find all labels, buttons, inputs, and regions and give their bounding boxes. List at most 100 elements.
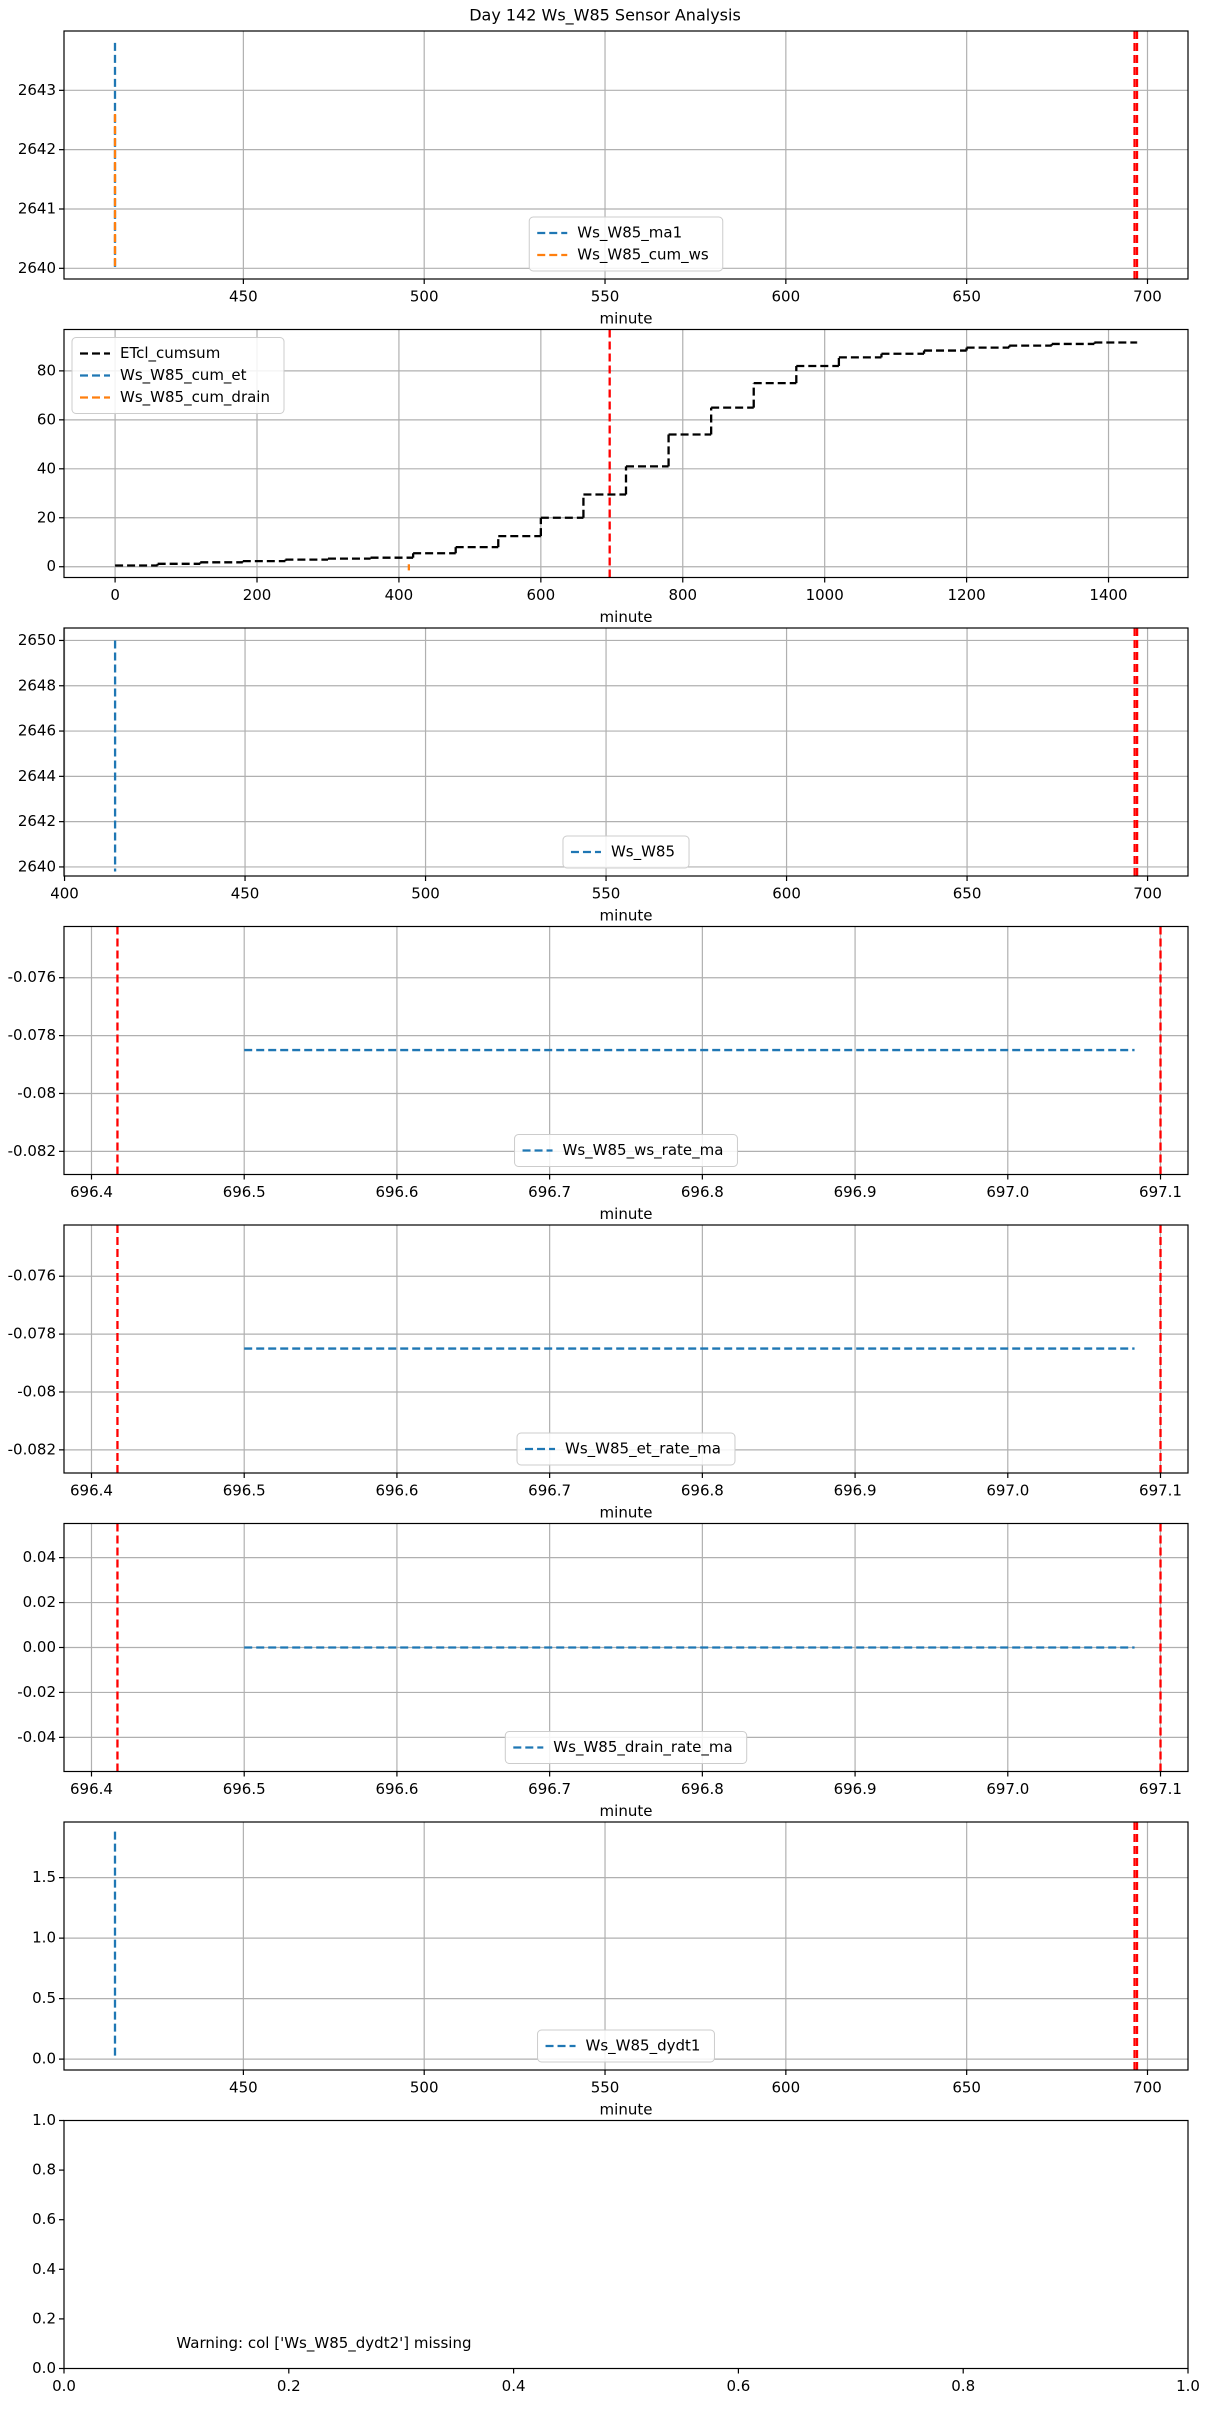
x-tick-label: 650 xyxy=(952,2079,981,2097)
y-tick-label: -0.08 xyxy=(17,1382,56,1400)
x-axis-label: minute xyxy=(600,608,653,626)
x-tick-label: 600 xyxy=(527,586,556,604)
x-tick-label: 0.6 xyxy=(726,2377,750,2395)
x-tick-label: 600 xyxy=(772,2079,801,2097)
legend-label: Ws_W85_cum_et xyxy=(120,366,247,385)
x-tick-label: 650 xyxy=(953,885,982,903)
x-axis-label: minute xyxy=(600,1504,653,1522)
x-tick-label: 697.1 xyxy=(1139,1780,1182,1798)
y-tick-label: 2644 xyxy=(18,767,56,785)
legend-box xyxy=(562,835,690,869)
x-tick-label: 696.7 xyxy=(528,1780,571,1798)
x-tick-label: 600 xyxy=(772,885,801,903)
x-tick-label: 696.4 xyxy=(70,1780,113,1798)
x-tick-label: 0.2 xyxy=(277,2377,301,2395)
y-tick-label: 40 xyxy=(37,459,56,477)
y-tick-label: 60 xyxy=(37,410,56,428)
x-tick-label: 697.1 xyxy=(1139,1183,1182,1201)
x-tick-label: 696.9 xyxy=(834,1780,877,1798)
axes-frame xyxy=(63,1224,1189,1474)
subplot: 0 200 400 600 800 1000 1200 1400 0 20 40 60 80 minute… xyxy=(37,328,1189,626)
x-tick-label: 696.7 xyxy=(528,1183,571,1201)
subplot: 450 500 550 600 650 700 2640 2641 2642 2643 minute… xyxy=(18,30,1189,328)
legend-label: Ws_W85 xyxy=(611,843,675,862)
x-tick-label: 450 xyxy=(229,288,258,306)
x-tick-label: 696.5 xyxy=(223,1183,266,1201)
y-tick-label: 2640 xyxy=(18,857,56,875)
x-tick-label: 0.0 xyxy=(52,2377,76,2395)
y-tick-label: 0.0 xyxy=(32,2359,56,2377)
x-tick-label: 700 xyxy=(1133,885,1162,903)
x-tick-label: 600 xyxy=(772,288,801,306)
y-tick-label: 2642 xyxy=(18,140,56,158)
x-tick-label: 696.9 xyxy=(834,1482,877,1500)
legend-label: Ws_W85_et_rate_ma xyxy=(565,1440,721,1459)
y-tick-label: 80 xyxy=(37,361,56,379)
x-tick-label: 500 xyxy=(410,2079,439,2097)
x-tick-label: 696.8 xyxy=(681,1183,724,1201)
y-tick-label: 1.5 xyxy=(32,1868,56,1886)
x-tick-label: 450 xyxy=(229,2079,258,2097)
x-tick-label: 400 xyxy=(50,885,79,903)
x-tick-label: 696.6 xyxy=(375,1482,418,1500)
legend-box xyxy=(537,2029,715,2063)
x-tick-label: 1400 xyxy=(1089,586,1127,604)
x-tick-label: 1000 xyxy=(806,586,844,604)
x-tick-label: 696.8 xyxy=(681,1482,724,1500)
legend: ETcl_cumsum Ws_W85_cum_et Ws_W85_cum_drain xyxy=(71,337,285,414)
x-tick-label: 700 xyxy=(1133,2079,1162,2097)
x-tick-label: 696.9 xyxy=(834,1183,877,1201)
legend: Ws_W85_dydt1 xyxy=(537,2029,715,2063)
x-tick-label: 697.0 xyxy=(986,1482,1029,1500)
y-tick-label: -0.076 xyxy=(8,968,56,986)
y-tick-label: -0.076 xyxy=(8,1267,56,1285)
axes-frame xyxy=(63,1821,1189,2071)
x-tick-label: 700 xyxy=(1133,288,1162,306)
legend-box xyxy=(504,1731,748,1764)
legend: Ws_W85_drain_rate_ma xyxy=(504,1731,748,1764)
y-tick-label: 2642 xyxy=(18,812,56,830)
subplot: 0.0 0.2 0.4 0.6 0.8 1.0 0.0 0.2 0.4 0.6 0.8 1.0 Warn… xyxy=(32,2111,1200,2395)
y-tick-label: 1.0 xyxy=(32,2111,56,2129)
axes-frame xyxy=(63,328,1189,579)
x-tick-label: 200 xyxy=(243,586,272,604)
y-tick-label: 2646 xyxy=(18,722,56,740)
y-tick-label: 0.4 xyxy=(32,2260,56,2278)
y-tick-label: 0.04 xyxy=(23,1548,56,1566)
x-tick-label: 800 xyxy=(668,586,697,604)
legend: Ws_W85 xyxy=(562,835,690,869)
annotation: Warning: col ['Ws_W85_dydt2'] missing xyxy=(176,2334,471,2353)
y-tick-label: 0.5 xyxy=(32,1989,56,2007)
x-axis-label: minute xyxy=(600,1205,653,1223)
x-tick-label: 696.7 xyxy=(528,1482,571,1500)
y-tick-label: 0.6 xyxy=(32,2210,56,2228)
y-tick-label: 2641 xyxy=(18,199,56,217)
y-tick-label: -0.08 xyxy=(17,1084,56,1102)
y-tick-label: -0.02 xyxy=(17,1683,56,1701)
y-tick-label: 0.2 xyxy=(32,2309,56,2327)
x-tick-label: 650 xyxy=(952,288,981,306)
y-tick-label: -0.04 xyxy=(17,1728,56,1746)
legend-box xyxy=(516,1432,736,1466)
x-axis-label: minute xyxy=(600,2101,653,2119)
y-tick-label: 2648 xyxy=(18,676,56,694)
legend-label: ETcl_cumsum xyxy=(120,344,220,363)
subplot: 696.4 696.5 696.6 696.7 696.8 696.9 697.0 697.1… xyxy=(8,1224,1189,1522)
y-tick-label: 0 xyxy=(46,557,56,575)
x-axis-label: minute xyxy=(600,907,653,925)
y-tick-label: 0.8 xyxy=(32,2161,56,2179)
legend-label: Ws_W85_ma1 xyxy=(577,224,682,243)
subplot: 696.4 696.5 696.6 696.7 696.8 696.9 697.0 697.1… xyxy=(17,1522,1189,1820)
legend: Ws_W85_et_rate_ma xyxy=(516,1432,736,1466)
x-tick-label: 550 xyxy=(591,288,620,306)
x-tick-label: 0 xyxy=(110,586,120,604)
axes-frame xyxy=(63,30,1189,280)
y-tick-label: -0.082 xyxy=(8,1142,56,1160)
legend-label: Ws_W85_cum_ws xyxy=(577,246,709,265)
x-tick-label: 696.4 xyxy=(70,1482,113,1500)
x-axis-label: minute xyxy=(600,1802,653,1820)
subplot: 400 450 500 550 600 650 700 2640 2642 2644 2646 264… xyxy=(18,627,1189,925)
legend-box xyxy=(514,1134,738,1167)
x-tick-label: 0.8 xyxy=(951,2377,975,2395)
